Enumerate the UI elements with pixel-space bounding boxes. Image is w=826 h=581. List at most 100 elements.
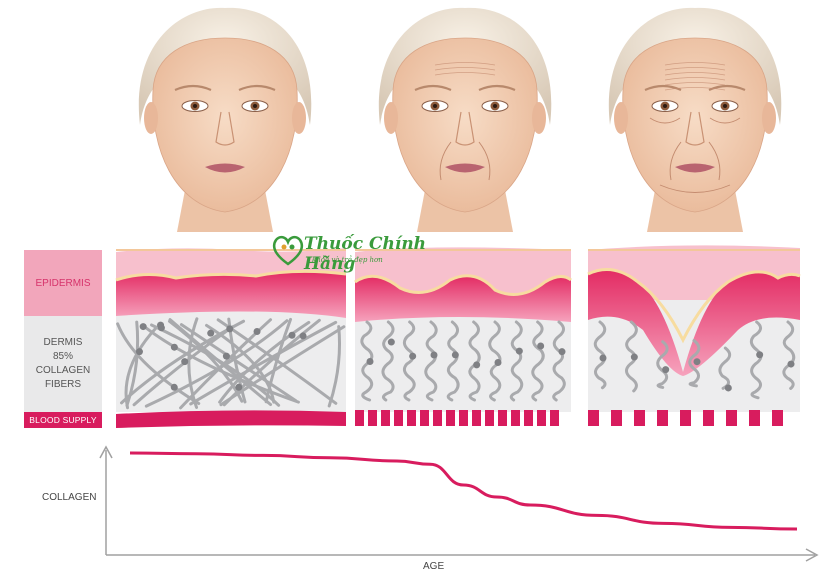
blood-vessel-segment	[498, 410, 507, 426]
collagen-fiber	[189, 320, 338, 406]
right-smile-line	[478, 141, 491, 181]
collagen-fiber	[187, 317, 199, 409]
forehead-wrinkle	[664, 62, 726, 66]
fiber-node	[693, 358, 701, 366]
fiber-node	[181, 358, 189, 366]
left-brow	[414, 84, 452, 92]
collagen-chart	[99, 445, 819, 562]
collagen-fiber	[143, 325, 300, 404]
blood-vessel-segment	[472, 410, 481, 426]
left-pupil	[663, 104, 667, 108]
collagen-fiber	[381, 320, 395, 402]
blood-vessel-segment	[446, 410, 455, 426]
epidermis-band	[116, 271, 346, 318]
collagen-fiber	[656, 340, 669, 389]
dermis-label-line-3: COLLAGEN	[35, 365, 91, 376]
blood-vessel-segment	[726, 410, 737, 426]
mouth	[445, 163, 485, 173]
fiber-node	[170, 383, 178, 391]
fiber-node	[157, 321, 165, 329]
collagen-fiber	[424, 320, 438, 402]
epidermis-band	[588, 269, 800, 376]
nose	[685, 111, 705, 146]
collagen-fibers	[116, 317, 346, 410]
fiber-node	[451, 351, 459, 359]
collagen-fiber	[446, 320, 460, 402]
forehead-wrinkle	[664, 82, 726, 86]
blood-vessel-segment	[407, 410, 416, 426]
fiber-node	[207, 329, 215, 337]
left-brow	[174, 84, 212, 92]
forehead-wrinkle	[664, 77, 726, 81]
dermis-label-line-1: DERMIS	[43, 337, 83, 348]
blood-vessel-segment	[355, 410, 364, 426]
blood-supply	[116, 410, 346, 428]
fiber-node	[756, 351, 764, 359]
right-eye-bag	[709, 117, 741, 124]
left-pupil	[433, 104, 437, 108]
basal-layer	[115, 269, 347, 282]
forehead-wrinkle	[434, 67, 496, 71]
heart-family-icon	[272, 235, 304, 266]
fiber-node	[662, 366, 670, 374]
blood-vessel-segment	[772, 410, 783, 426]
jowl-line	[659, 184, 731, 193]
fiber-node	[494, 359, 502, 367]
hair	[378, 7, 552, 125]
x-axis-label: AGE	[423, 561, 445, 572]
mouth	[205, 163, 245, 173]
left-ear	[144, 102, 158, 134]
blood-vessel-segment	[680, 410, 691, 426]
fiber-node	[288, 331, 296, 339]
fiber-node	[366, 358, 374, 366]
forehead-wrinkle	[434, 62, 496, 66]
blood-vessel-segment	[550, 410, 559, 426]
blood-vessel-segment	[394, 410, 403, 426]
face-shape	[392, 37, 538, 213]
watermark-brand: Thuốc Chính Hãng	[304, 234, 427, 274]
collagen-fiber	[509, 320, 524, 402]
blood-vessel-segment	[420, 410, 429, 426]
left-pupil	[193, 104, 197, 108]
fiber-node	[409, 352, 417, 360]
hair	[138, 7, 312, 125]
blood-vessel-segment	[634, 410, 645, 426]
fiber-node	[253, 327, 261, 335]
basal-layer	[587, 268, 801, 344]
left-brow	[644, 84, 682, 92]
face-middle-aged	[378, 7, 552, 232]
collagen-fibers	[593, 320, 796, 400]
fiber-node	[222, 352, 230, 360]
epidermis-surface	[355, 247, 571, 300]
face-shape	[152, 37, 298, 213]
left-eye-bag	[649, 117, 681, 124]
collagen-fiber	[327, 325, 342, 408]
right-ear	[532, 102, 546, 134]
collagen-fiber	[552, 320, 566, 402]
basal-layer	[354, 274, 572, 296]
dermis-label-line-4: FIBERS	[44, 379, 82, 390]
collagen-fiber	[219, 325, 346, 407]
fiber-node	[473, 361, 481, 369]
right-brow	[708, 84, 746, 92]
blood-vessel-segment	[524, 410, 533, 426]
left-ear	[614, 102, 628, 134]
nose	[455, 111, 475, 146]
collagen-fiber	[150, 323, 281, 407]
blood-vessel-segment	[485, 410, 494, 426]
collagen-fiber	[531, 320, 545, 402]
dermis-label: DERMIS 85% COLLAGEN FIBERS	[24, 316, 102, 412]
epidermis-band	[355, 275, 571, 322]
left-ear	[384, 102, 398, 134]
fiber-node	[235, 383, 243, 391]
blood-supply	[588, 410, 783, 426]
fiber-node	[558, 348, 566, 356]
fiber-node	[170, 343, 178, 351]
fiber-node	[387, 338, 395, 346]
blood-vessel-segment	[657, 410, 668, 426]
forehead-wrinkle	[664, 87, 726, 91]
left-smile-line	[669, 141, 682, 181]
blood-vessel-band	[116, 410, 346, 428]
epidermis-label: EPIDERMIS	[24, 250, 102, 316]
collagen-curve	[129, 451, 798, 531]
